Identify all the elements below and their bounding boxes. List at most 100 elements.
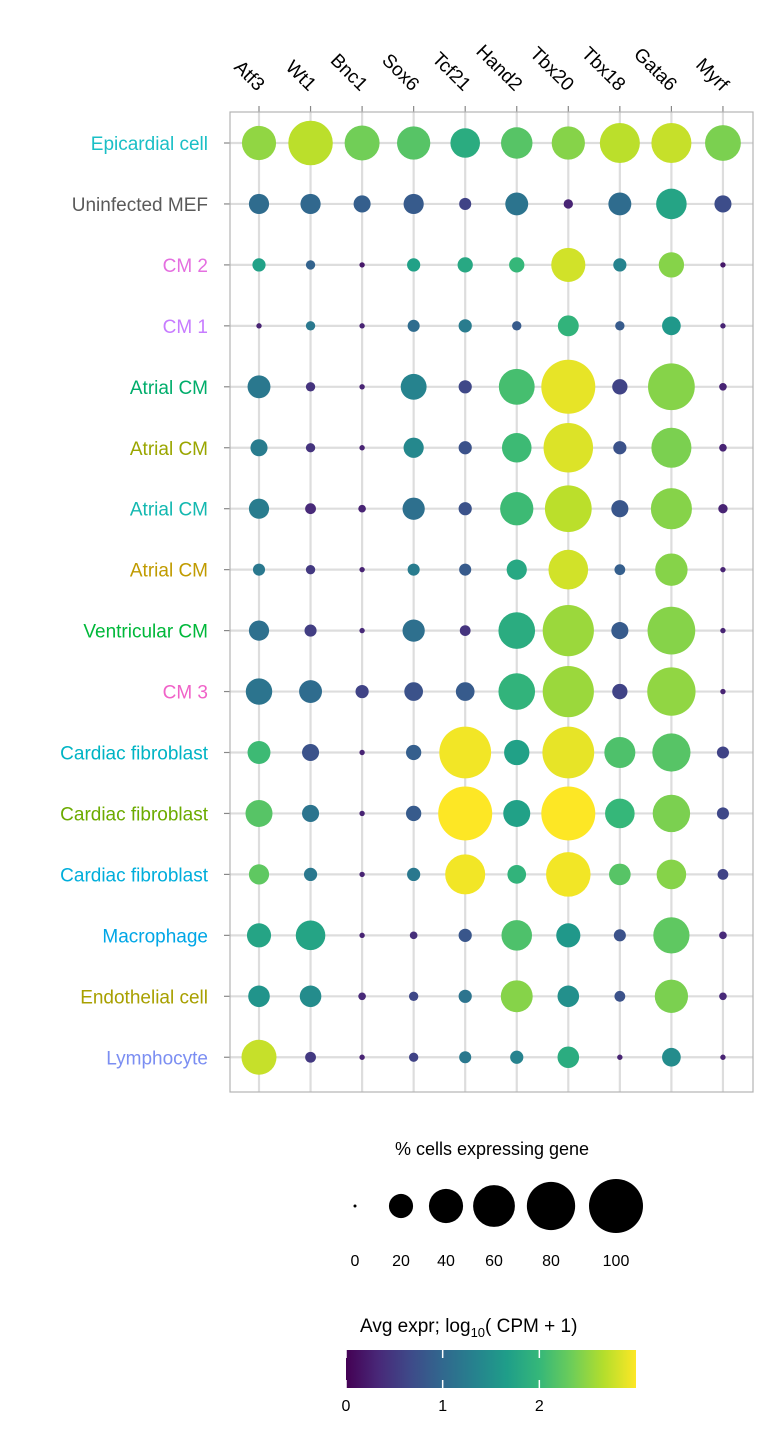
dot-mark [719, 443, 727, 452]
dot-mark [613, 258, 627, 272]
size-legend: % cells expressing gene 0 20 40 60 80 100 [351, 1139, 643, 1270]
dot-mark [504, 739, 530, 766]
dot-mark [658, 252, 685, 278]
dot-mark [608, 192, 632, 216]
dot-mark [662, 1047, 681, 1067]
cell-type-label: CM 2 [163, 256, 208, 277]
dot-mark [359, 932, 365, 939]
dot-mark [408, 991, 419, 1001]
dot-mark [501, 127, 533, 159]
dot-mark [252, 258, 266, 272]
dot-layer [241, 120, 741, 1075]
dot-mark [305, 503, 316, 515]
dot-mark [510, 1050, 524, 1064]
dot-mark [506, 559, 527, 580]
size-legend-dot [428, 1188, 464, 1224]
dot-mark [718, 504, 728, 514]
dot-mark [612, 379, 628, 395]
color-legend-title-subscript: 10 [471, 1325, 485, 1340]
dot-mark [557, 315, 579, 337]
dot-mark [409, 931, 418, 940]
dot-mark [647, 667, 696, 716]
dot-mark [359, 810, 365, 817]
dot-mark [400, 373, 427, 400]
dot-mark [248, 193, 270, 215]
dot-mark [252, 563, 266, 576]
color-legend-label: 2 [535, 1398, 544, 1415]
dot-mark [397, 126, 431, 160]
dot-mark [458, 380, 472, 394]
size-legend-label: 40 [437, 1253, 455, 1270]
dot-mark [509, 257, 525, 273]
dot-mark [651, 427, 692, 468]
dot-mark [548, 549, 589, 590]
dot-mark [546, 852, 591, 897]
cell-type-label: CM 1 [163, 317, 208, 338]
dot-mark [503, 799, 531, 827]
gene-label: Atf3 [230, 57, 269, 96]
dot-mark [438, 786, 493, 841]
gene-label: Myrf [691, 55, 732, 96]
dot-mark [402, 619, 425, 642]
dot-mark [614, 990, 626, 1002]
dot-mark [344, 125, 380, 161]
dot-mark [720, 627, 726, 634]
dot-mark [305, 443, 316, 453]
dot-mark [359, 871, 365, 878]
gene-label: Sox6 [377, 50, 422, 95]
dot-mark [353, 195, 371, 213]
dot-mark [439, 726, 492, 779]
dot-mark [654, 979, 689, 1013]
dot-mark [705, 125, 741, 161]
dot-mark [305, 564, 316, 575]
dot-mark [500, 492, 534, 526]
dot-mark [541, 786, 596, 841]
cell-type-label: Atrial CM [130, 439, 208, 460]
dot-mark [245, 678, 273, 705]
dot-mark [458, 502, 472, 516]
dot-mark [505, 192, 529, 216]
dot-mark [716, 807, 729, 820]
dot-mark [556, 923, 581, 948]
dot-mark [406, 744, 422, 761]
dot-mark [245, 799, 273, 827]
dot-mark [305, 1051, 316, 1063]
dot-mark [359, 384, 365, 390]
dot-mark [720, 1054, 726, 1060]
color-legend-title: Avg expr; log10( CPM + 1) [360, 1316, 577, 1340]
dot-mark [305, 321, 316, 331]
cell-type-label: Uninfected MEF [72, 195, 208, 216]
dot-mark [651, 122, 692, 164]
dot-mark [557, 985, 580, 1008]
cell-type-label: Cardiac fibroblast [60, 744, 209, 765]
cell-type-label: Endothelial cell [80, 987, 208, 1008]
dot-mark [717, 869, 729, 880]
dot-mark [305, 382, 316, 392]
dot-mark [716, 746, 729, 759]
dot-mark [359, 749, 365, 756]
size-legend-dot [473, 1185, 515, 1227]
dot-mark [611, 500, 629, 518]
dot-mark [302, 804, 320, 822]
dot-mark [303, 867, 318, 882]
size-legend-dot [388, 1193, 414, 1219]
size-legend-dot [353, 1204, 357, 1208]
size-legend-label: 60 [485, 1253, 503, 1270]
dot-mark [543, 423, 594, 473]
cell-type-label: Macrophage [102, 926, 208, 947]
size-legend-label: 0 [351, 1253, 360, 1270]
cell-type-label: Epicardial cell [91, 134, 208, 155]
gene-label: Bnc1 [326, 50, 371, 95]
dot-mark [359, 262, 365, 268]
dot-mark [719, 931, 727, 940]
dot-mark [457, 257, 473, 273]
dot-mark [720, 262, 726, 268]
dot-mark [542, 604, 594, 657]
dot-mark [501, 432, 532, 463]
dot-mark [299, 680, 323, 704]
dot-mark [247, 741, 271, 764]
dot-mark [656, 188, 687, 220]
dot-mark [613, 929, 626, 942]
dot-mark [648, 363, 695, 411]
dot-mark [656, 859, 687, 890]
